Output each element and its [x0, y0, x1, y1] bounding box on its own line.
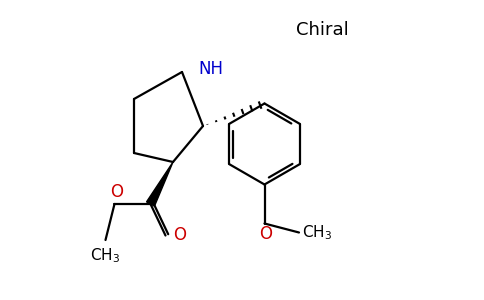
- Text: Chiral: Chiral: [296, 21, 349, 39]
- Text: O: O: [173, 226, 186, 244]
- Text: O: O: [110, 183, 123, 201]
- Text: CH$_3$: CH$_3$: [302, 223, 332, 242]
- Text: NH: NH: [198, 60, 224, 78]
- Polygon shape: [147, 162, 173, 206]
- Text: CH$_3$: CH$_3$: [91, 246, 121, 265]
- Text: O: O: [259, 225, 272, 243]
